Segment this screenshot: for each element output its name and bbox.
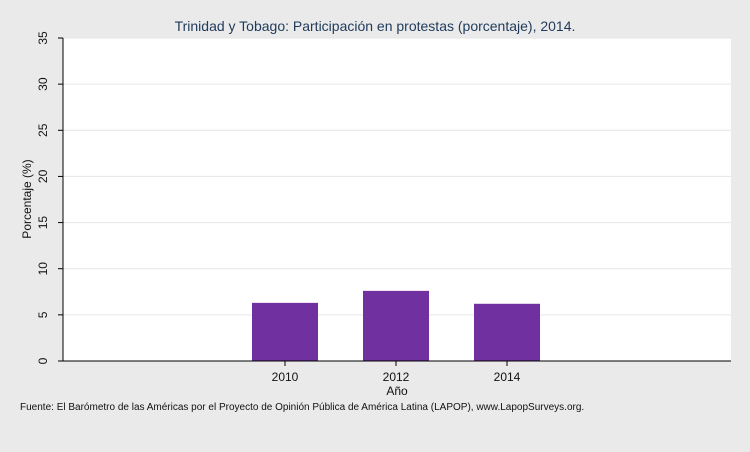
bar-2010 [252,302,318,361]
bar-2012 [363,290,429,361]
y-axis-label: Porcentaje (%) [20,159,34,238]
y-tick-label: 0 [36,357,50,364]
bar-2014 [474,303,540,361]
y-axis-ticks: 0 5 10 15 20 25 30 35 [36,31,63,364]
x-axis-ticks: 2010 2012 2014 [272,361,521,384]
x-tick-label: 2012 [383,370,410,384]
y-tick-label: 35 [36,31,50,45]
y-tick-label: 25 [36,123,50,137]
source-note: Fuente: El Barómetro de las Américas por… [20,402,584,413]
y-tick-label: 15 [36,216,50,230]
chart-title: Trinidad y Tobago: Participación en prot… [175,18,576,34]
x-axis-label: Año [386,384,408,398]
gridlines [63,37,731,316]
bars [252,290,540,361]
y-tick-label: 30 [36,77,50,91]
y-tick-label: 5 [36,311,50,318]
x-tick-label: 2010 [272,370,299,384]
y-tick-label: 10 [36,262,50,276]
x-tick-label: 2014 [494,370,521,384]
y-tick-label: 20 [36,169,50,183]
